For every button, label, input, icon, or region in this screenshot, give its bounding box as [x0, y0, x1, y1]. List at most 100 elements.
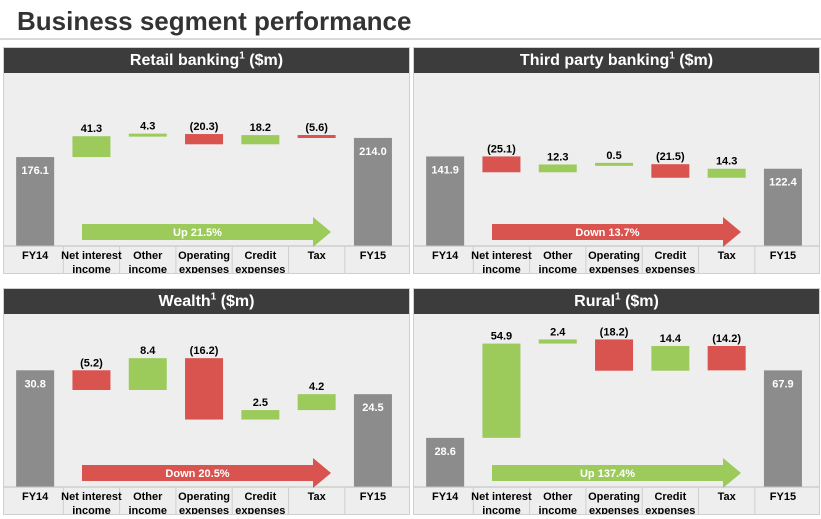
- category-label: FY14: [432, 491, 459, 503]
- category-label: Operating: [588, 491, 640, 503]
- waterfall-chart: 141.9 (25.1) 12.3 0.5 (21.5) 14.3 122.4 FY14 Net…: [414, 143, 819, 273]
- data-label: 14.3: [716, 156, 737, 168]
- decrease-bar: [185, 358, 224, 420]
- change-arrow-label: Down 13.7%: [575, 227, 639, 239]
- footnote-marker: 1: [239, 50, 245, 62]
- increase-bar: [128, 133, 167, 137]
- category-label: expenses: [235, 264, 285, 273]
- data-label: 122.4: [769, 177, 797, 189]
- category-label: income: [538, 264, 577, 273]
- total-bar: [16, 157, 55, 246]
- change-arrow: [82, 217, 331, 247]
- change-arrow: [492, 217, 741, 247]
- panel-title: Rural: [574, 293, 616, 310]
- category-label: expenses: [589, 264, 639, 273]
- data-label: (18.2): [600, 326, 629, 338]
- data-label: 141.9: [431, 164, 459, 176]
- footnote-marker: 1: [210, 291, 217, 303]
- decrease-bar: [482, 156, 521, 173]
- decrease-bar: [651, 164, 690, 178]
- data-label: 54.9: [491, 331, 512, 343]
- increase-bar: [707, 168, 746, 178]
- increase-bar: [72, 136, 111, 158]
- data-label: 2.4: [550, 326, 566, 338]
- data-label: 24.5: [362, 402, 383, 414]
- footnote-marker: 1: [669, 50, 675, 62]
- decrease-bar: [707, 345, 746, 371]
- panel-unit: ($m): [679, 52, 714, 69]
- panel-title: Third party banking: [519, 52, 670, 69]
- category-label: Operating: [178, 491, 230, 503]
- total-bar: [16, 370, 55, 487]
- category-label: income: [482, 505, 521, 514]
- data-label: 67.9: [772, 378, 793, 390]
- increase-bar: [482, 343, 521, 438]
- panel-title: Wealth: [158, 293, 211, 310]
- category-label: Tax: [718, 250, 737, 262]
- category-label: Net interest: [61, 491, 122, 503]
- category-label: income: [482, 264, 521, 273]
- category-label: Other: [543, 250, 573, 262]
- data-label: 8.4: [140, 345, 156, 357]
- panel-wealth: Wealth1 ($m) 30.8 (5.2) 8.4 (16.2) 2.5 4.2 24.…: [3, 288, 410, 515]
- increase-bar: [595, 162, 634, 166]
- data-label: 41.3: [81, 123, 102, 135]
- category-label: Tax: [308, 250, 327, 262]
- increase-bar: [128, 358, 167, 390]
- data-label: (16.2): [190, 345, 219, 357]
- data-label: 0.5: [606, 150, 621, 162]
- category-label: Tax: [718, 491, 737, 503]
- category-label: Operating: [588, 250, 640, 262]
- data-label: 14.4: [660, 333, 682, 345]
- category-label: FY15: [770, 250, 796, 262]
- total-bar: [353, 137, 392, 246]
- panel-header: Wealth1 ($m): [4, 289, 409, 314]
- change-arrow-label: Up 21.5%: [173, 227, 222, 239]
- category-label: Other: [133, 250, 163, 262]
- category-label: income: [72, 264, 111, 273]
- panel-header: Retail banking1 ($m): [4, 48, 409, 73]
- data-label: (14.2): [712, 333, 741, 345]
- decrease-bar: [185, 134, 224, 145]
- category-label: Credit: [654, 250, 686, 262]
- panel-unit: ($m): [249, 52, 284, 69]
- panel-title: Retail banking: [129, 52, 240, 69]
- increase-bar: [538, 164, 577, 173]
- total-bar: [353, 394, 392, 487]
- total-bar: [763, 168, 802, 246]
- page-title: Business segment performance: [17, 6, 412, 36]
- category-label: FY15: [360, 491, 386, 503]
- total-bar: [426, 156, 465, 246]
- category-label: Net interest: [61, 250, 122, 262]
- category-label: expenses: [179, 264, 229, 273]
- data-label: (5.6): [305, 122, 328, 134]
- category-label: income: [128, 505, 167, 514]
- change-arrow-label: Up 137.4%: [580, 468, 635, 480]
- data-label: (5.2): [80, 357, 103, 369]
- category-label: expenses: [645, 505, 695, 514]
- data-label: 214.0: [359, 146, 387, 158]
- change-arrow: [82, 458, 331, 488]
- waterfall-chart: 176.1 41.3 4.3 (20.3) 18.2 (5.6) 214.0 FY14 Net …: [4, 121, 409, 273]
- data-label: 176.1: [21, 165, 49, 177]
- increase-bar: [241, 135, 280, 145]
- category-label: FY14: [432, 250, 459, 262]
- data-label: 12.3: [547, 152, 568, 164]
- data-label: (20.3): [190, 121, 219, 133]
- panel-rural: Rural1 ($m) 28.6 54.9 2.4 (18.2) 14.4 (14.2) 6…: [413, 288, 820, 515]
- data-label: 2.5: [253, 397, 268, 409]
- data-label: 4.2: [309, 381, 324, 393]
- total-bar: [426, 437, 465, 487]
- category-label: Other: [543, 491, 573, 503]
- data-label: (25.1): [487, 143, 516, 155]
- total-bar: [763, 370, 802, 487]
- title-divider: [0, 38, 821, 40]
- data-label: 18.2: [250, 122, 271, 134]
- increase-bar: [538, 339, 577, 344]
- category-label: expenses: [235, 505, 285, 514]
- panel-retail-banking: Retail banking1 ($m) 176.1 41.3 4.3 (20.3) 1…: [3, 47, 410, 274]
- category-label: income: [128, 264, 167, 273]
- decrease-bar: [297, 135, 336, 139]
- category-label: FY14: [22, 491, 49, 503]
- change-arrow: [492, 458, 741, 488]
